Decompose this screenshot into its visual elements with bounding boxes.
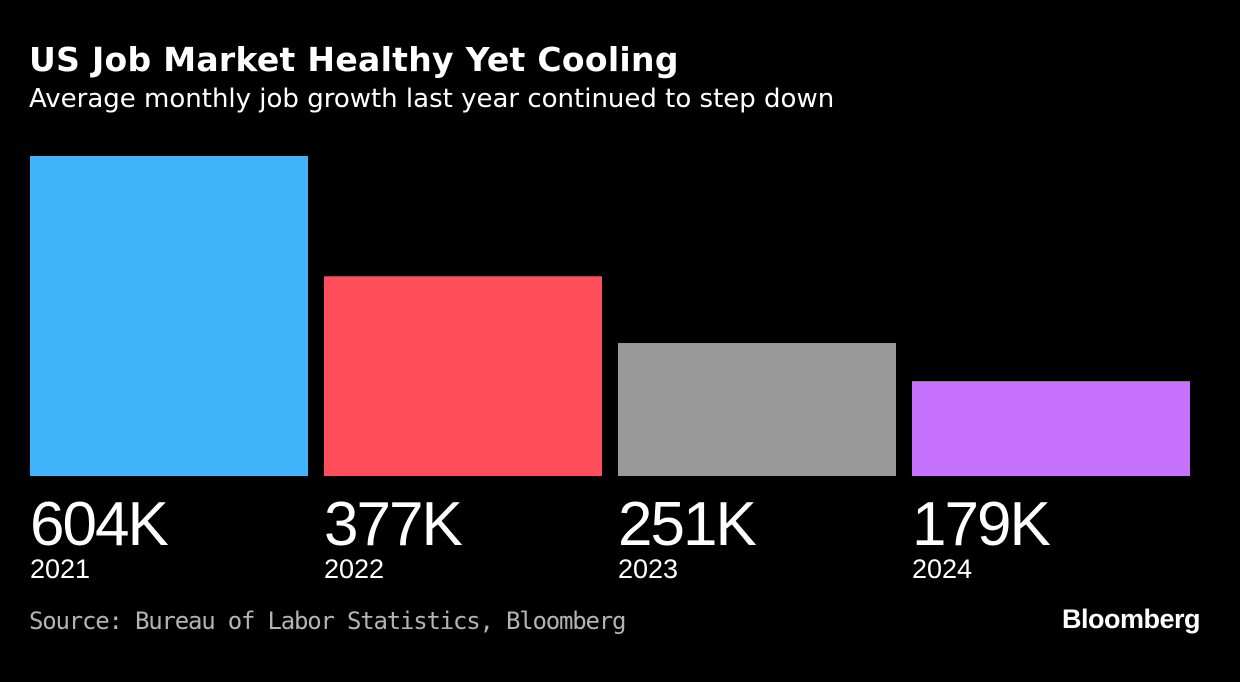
- value-label-2023: 251K: [618, 490, 756, 559]
- category-label-2022: 2022: [324, 554, 384, 584]
- value-label-2024: 179K: [912, 490, 1050, 559]
- bar-2022: [324, 276, 602, 476]
- bloomberg-logo: Bloomberg: [1061, 604, 1201, 634]
- value-label-2021: 604K: [30, 490, 168, 559]
- bar-2021: [30, 156, 308, 476]
- bar-2024: [912, 381, 1190, 476]
- value-label-2022: 377K: [324, 490, 462, 559]
- chart-title: US Job Market Healthy Yet Cooling: [29, 40, 679, 79]
- category-label-2023: 2023: [618, 554, 678, 584]
- bar-2023: [618, 343, 896, 476]
- source-note: Source: Bureau of Labor Statistics, Bloo…: [29, 607, 626, 635]
- category-label-2024: 2024: [912, 554, 972, 584]
- chart-subtitle: Average monthly job growth last year con…: [29, 84, 835, 114]
- category-label-2021: 2021: [30, 554, 90, 584]
